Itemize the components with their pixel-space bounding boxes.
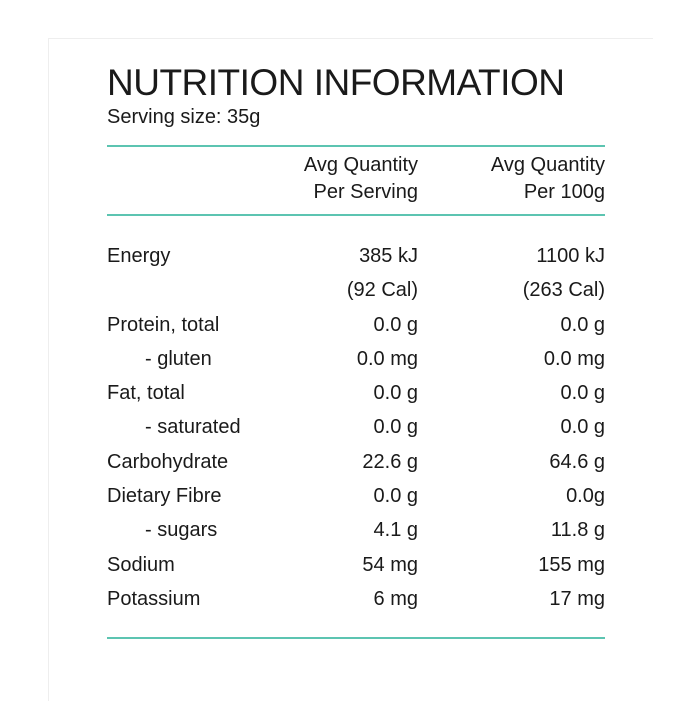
per-serving-value: 4.1 g: [373, 519, 418, 542]
nutrient-label: Potassium: [107, 587, 201, 610]
per-100g-value: 0.0 g: [560, 382, 605, 405]
per-100g-value: 0.0 g: [560, 416, 605, 439]
per-serving-value: 22.6 g: [362, 450, 418, 473]
table-row: Carbohydrate 22.6 g 64.6 g: [107, 445, 605, 479]
per-serving-value: (92 Cal): [346, 279, 418, 302]
column-header-per-100g: Avg Quantity Per 100g: [418, 152, 605, 206]
nutrient-label: Protein, total: [107, 313, 220, 336]
table-row: - sugars 4.1 g 11.8 g: [107, 513, 605, 547]
nutrient-label: - saturated: [145, 416, 241, 439]
per-serving-value: 0.0 g: [373, 313, 418, 336]
per-100g-value: 0.0 g: [560, 313, 605, 336]
per-100g-value: (263 Cal): [522, 279, 605, 302]
table-row: Fat, total 0.0 g 0.0 g: [107, 376, 605, 410]
per-100g-value: 0.0g: [566, 485, 605, 508]
column-header-per-100g-line1: Avg Quantity: [490, 154, 605, 176]
per-100g-value: 17 mg: [549, 587, 605, 610]
per-serving-value: 0.0 g: [373, 485, 418, 508]
table-row: Energy 385 kJ 1100 kJ: [107, 239, 605, 273]
nutrient-table: Energy 385 kJ 1100 kJ (92 Cal) (263 Cal) Prot…: [107, 239, 605, 616]
table-row: Sodium 54 mg 155 mg: [107, 548, 605, 582]
per-100g-value: 11.8 g: [550, 519, 605, 542]
column-header-per-serving-line2: Per Serving: [313, 181, 419, 203]
column-header-row: Avg Quantity Per Serving Avg Quantity Pe…: [107, 147, 605, 206]
table-row: - gluten 0.0 mg 0.0 mg: [107, 342, 605, 376]
per-serving-value: 54 mg: [362, 553, 418, 576]
nutrient-label: Carbohydrate: [107, 450, 229, 473]
nutrient-label: Dietary Fibre: [107, 485, 222, 508]
table-row: - saturated 0.0 g 0.0 g: [107, 410, 605, 444]
nutrient-label: Fat, total: [107, 382, 185, 405]
nutrition-panel-content: NUTRITION INFORMATION Serving size: 35g …: [107, 61, 605, 640]
column-header-per-serving-line1: Avg Quantity: [303, 154, 418, 176]
nutrient-label: - sugars: [145, 519, 218, 542]
nutrient-label: - gluten: [145, 347, 212, 370]
table-row: Potassium 6 mg 17 mg: [107, 582, 605, 616]
per-serving-value: 385 kJ: [359, 245, 418, 267]
table-row: Protein, total 0.0 g 0.0 g: [107, 308, 605, 342]
top-divider: [107, 145, 605, 147]
nutrient-label: [107, 273, 257, 307]
per-serving-value: 6 mg: [373, 587, 418, 610]
per-serving-value: 0.0 mg: [356, 347, 418, 370]
per-100g-value: 64.6 g: [549, 450, 605, 473]
panel-title: NUTRITION INFORMATION: [107, 62, 565, 103]
serving-size: Serving size: 35g: [107, 106, 261, 128]
nutrient-label: Energy: [107, 245, 171, 267]
nutrition-panel: NUTRITION INFORMATION Serving size: 35g …: [48, 38, 653, 701]
per-100g-value: 0.0 mg: [543, 347, 605, 370]
nutrient-label: Sodium: [107, 553, 175, 576]
header-divider: [107, 214, 605, 216]
table-row: (92 Cal) (263 Cal): [107, 273, 605, 307]
bottom-divider: [107, 637, 605, 640]
per-100g-value: 155 mg: [538, 553, 605, 576]
per-serving-value: 0.0 g: [373, 382, 418, 405]
column-header-per-serving: Avg Quantity Per Serving: [257, 152, 418, 206]
table-row: Dietary Fibre 0.0 g 0.0g: [107, 479, 605, 513]
column-header-spacer: [107, 152, 257, 206]
per-100g-value: 1100 kJ: [536, 245, 605, 267]
per-serving-value: 0.0 g: [373, 416, 418, 439]
column-header-per-100g-line2: Per 100g: [523, 181, 605, 203]
